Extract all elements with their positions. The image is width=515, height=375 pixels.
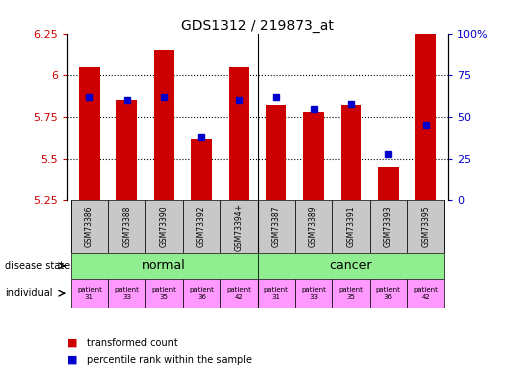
Text: GSM73395: GSM73395 xyxy=(421,206,430,248)
Bar xyxy=(145,279,183,308)
Text: GSM73391: GSM73391 xyxy=(347,206,355,248)
Text: GSM73389: GSM73389 xyxy=(309,206,318,248)
Text: patient
33: patient 33 xyxy=(301,287,326,300)
Bar xyxy=(370,279,407,308)
Bar xyxy=(295,200,332,253)
Bar xyxy=(303,112,324,200)
Title: GDS1312 / 219873_at: GDS1312 / 219873_at xyxy=(181,19,334,33)
Bar xyxy=(258,279,295,308)
Text: patient
35: patient 35 xyxy=(338,287,364,300)
Bar xyxy=(416,34,436,200)
Text: transformed count: transformed count xyxy=(87,338,177,348)
Text: patient
33: patient 33 xyxy=(114,287,139,300)
Bar xyxy=(71,200,108,253)
Bar xyxy=(258,200,295,253)
Text: GSM73394+: GSM73394+ xyxy=(234,202,243,250)
Bar xyxy=(370,200,407,253)
Bar xyxy=(407,200,444,253)
Bar xyxy=(407,279,444,308)
Bar xyxy=(332,200,370,253)
Bar xyxy=(220,200,258,253)
Text: ■: ■ xyxy=(67,338,77,348)
Bar xyxy=(108,279,145,308)
Text: patient
31: patient 31 xyxy=(264,287,288,300)
Text: GSM73388: GSM73388 xyxy=(122,206,131,247)
Text: patient
36: patient 36 xyxy=(376,287,401,300)
Text: patient
31: patient 31 xyxy=(77,287,102,300)
Text: percentile rank within the sample: percentile rank within the sample xyxy=(87,355,251,365)
Bar xyxy=(79,67,99,200)
Text: GSM73392: GSM73392 xyxy=(197,206,206,248)
Text: disease state: disease state xyxy=(5,261,70,271)
Bar xyxy=(183,200,220,253)
Bar xyxy=(266,105,286,200)
Text: GSM73390: GSM73390 xyxy=(160,206,168,248)
Bar xyxy=(154,50,175,200)
Bar xyxy=(116,100,137,200)
Text: normal: normal xyxy=(142,260,186,272)
Bar xyxy=(332,279,370,308)
Bar xyxy=(258,253,444,279)
Text: patient
42: patient 42 xyxy=(413,287,438,300)
Bar xyxy=(71,279,108,308)
Text: GSM73393: GSM73393 xyxy=(384,206,393,248)
Text: ■: ■ xyxy=(67,355,77,365)
Bar xyxy=(229,67,249,200)
Text: patient
35: patient 35 xyxy=(151,287,177,300)
Text: GSM73387: GSM73387 xyxy=(272,206,281,248)
Bar xyxy=(191,139,212,200)
Bar xyxy=(108,200,145,253)
Text: patient
42: patient 42 xyxy=(227,287,251,300)
Bar xyxy=(378,167,399,200)
Text: GSM73386: GSM73386 xyxy=(85,206,94,248)
Bar xyxy=(220,279,258,308)
Text: cancer: cancer xyxy=(330,260,372,272)
Bar xyxy=(340,105,361,200)
Bar xyxy=(183,279,220,308)
Bar xyxy=(295,279,332,308)
Text: individual: individual xyxy=(5,288,53,298)
Text: patient
36: patient 36 xyxy=(189,287,214,300)
Bar xyxy=(145,200,183,253)
Bar xyxy=(71,253,258,279)
